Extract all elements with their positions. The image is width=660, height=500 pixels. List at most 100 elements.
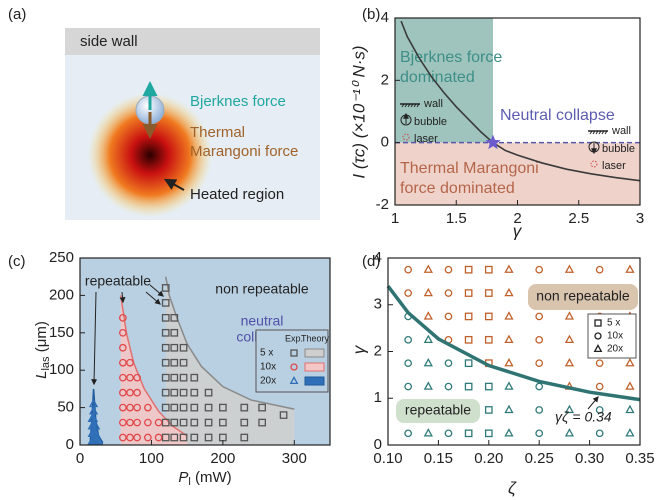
point <box>504 381 514 390</box>
point <box>423 311 433 320</box>
point <box>161 343 170 352</box>
point <box>161 403 170 412</box>
point <box>240 433 249 442</box>
point <box>179 358 188 367</box>
point <box>464 312 473 321</box>
point <box>464 289 473 297</box>
inset-hatch <box>413 103 417 108</box>
label-part: (mW) <box>191 469 232 486</box>
point <box>595 265 604 274</box>
point <box>170 313 179 322</box>
point <box>423 357 433 367</box>
inset-hatch <box>595 130 599 135</box>
inset-label: bubble <box>414 116 447 128</box>
x-axis-label: ζ <box>508 478 517 497</box>
point <box>594 319 602 327</box>
point <box>564 311 575 320</box>
inset-laser <box>402 133 410 141</box>
x-tick-label: 0.15 <box>424 450 453 467</box>
y-tick-label: 250 <box>49 249 74 266</box>
point <box>484 335 493 344</box>
point <box>535 429 544 438</box>
label-part: l <box>188 476 190 488</box>
point <box>219 403 227 412</box>
point <box>119 433 127 442</box>
x-tick-label: 200 <box>210 450 235 467</box>
x-tick-label: 0.10 <box>373 450 402 467</box>
region-label: force dominated <box>400 180 515 197</box>
point <box>126 433 134 442</box>
point <box>484 289 493 297</box>
point <box>484 382 493 391</box>
point <box>119 403 127 412</box>
point <box>170 343 179 352</box>
point <box>404 289 413 297</box>
point <box>625 428 635 437</box>
point <box>170 358 179 367</box>
y-tick-label: 50 <box>57 399 74 416</box>
annotation: γζ = 0.34 <box>555 409 612 425</box>
label-part: (μm) <box>33 321 50 356</box>
legend-label: 5 x <box>607 318 620 329</box>
point <box>179 418 188 427</box>
point <box>504 287 514 297</box>
point <box>423 264 433 273</box>
inset-hatch <box>601 130 605 135</box>
heated-spot <box>88 93 212 217</box>
point <box>119 388 127 397</box>
wall-label: side wall <box>80 33 138 50</box>
x-tick-label: 2 <box>513 210 521 227</box>
x-tick-label: 0.35 <box>625 450 654 467</box>
region <box>395 18 493 143</box>
point <box>204 403 213 412</box>
point <box>170 373 179 382</box>
point <box>564 357 575 367</box>
inset-hatch <box>401 103 405 108</box>
point <box>595 359 604 368</box>
point <box>179 403 188 412</box>
region <box>395 142 640 205</box>
point <box>535 312 544 321</box>
point <box>119 358 127 367</box>
point <box>133 433 141 442</box>
point <box>204 433 213 442</box>
x-tick-label: 300 <box>282 450 307 467</box>
point <box>625 264 635 273</box>
y-axis-label: I (τc) (×10⁻¹⁰ N·s) <box>349 45 368 178</box>
legend-swatch <box>304 362 325 372</box>
y-tick-label: 1 <box>374 389 382 406</box>
point <box>119 343 127 352</box>
point <box>504 357 514 367</box>
point <box>204 388 213 397</box>
legend-label: 5 x <box>260 348 273 359</box>
inset-hatch <box>416 103 420 108</box>
point <box>170 328 179 337</box>
label-part: P <box>178 469 188 486</box>
point <box>133 403 141 412</box>
point <box>484 265 493 274</box>
x-tick-label: 1 <box>391 210 399 227</box>
point <box>161 433 170 442</box>
point <box>219 418 227 427</box>
point <box>535 335 544 344</box>
theory-area <box>120 295 188 445</box>
inset-label: bubble <box>602 143 635 155</box>
point <box>179 343 188 352</box>
point <box>423 287 433 297</box>
y-tick-label: 0 <box>66 436 74 453</box>
point <box>444 359 453 368</box>
point <box>258 418 266 427</box>
point <box>119 418 127 427</box>
x-axis-label: Pl (mW) <box>178 469 231 488</box>
point <box>595 429 604 438</box>
point <box>484 406 493 414</box>
annotation-arrow <box>149 284 164 297</box>
y-tick-label: 0 <box>374 436 382 453</box>
point <box>625 357 635 367</box>
y-tick-label: 4 <box>381 9 389 26</box>
point <box>504 264 514 273</box>
point <box>535 406 544 414</box>
point <box>290 363 298 371</box>
point <box>126 358 134 367</box>
legend-box <box>587 313 637 359</box>
